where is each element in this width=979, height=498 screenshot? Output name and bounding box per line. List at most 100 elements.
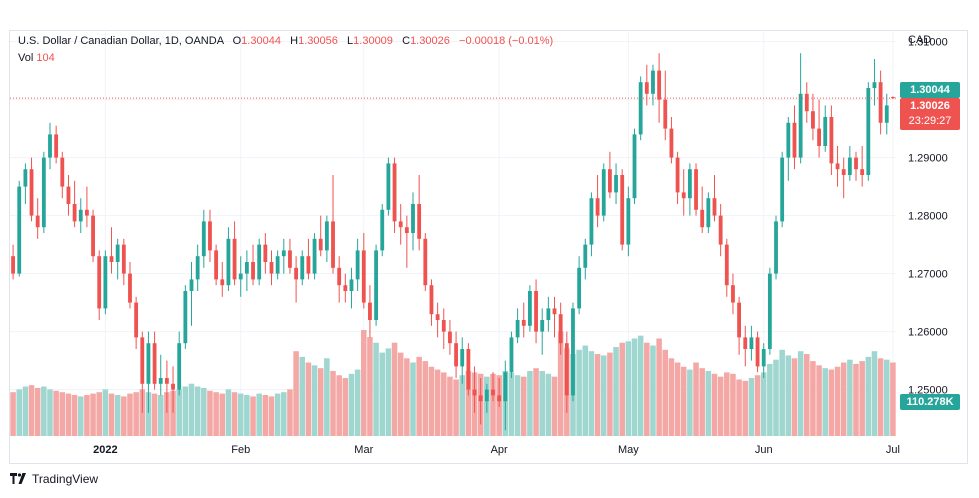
- candle-body: [251, 262, 255, 280]
- volume-bar: [656, 338, 662, 436]
- candle-body: [158, 378, 163, 384]
- volume-bar: [41, 386, 47, 436]
- candle-body: [263, 244, 268, 262]
- candle-body: [509, 337, 514, 373]
- candle-body: [109, 256, 114, 262]
- volume-bar: [748, 378, 755, 436]
- low-label: L: [347, 35, 354, 47]
- candle-body: [226, 238, 231, 286]
- volume-bar: [453, 379, 459, 436]
- volume-bar: [767, 363, 773, 436]
- candle-body: [294, 267, 299, 280]
- currency-label: CAD: [908, 34, 932, 46]
- last-price-value: 1.30026: [910, 100, 950, 112]
- volume-bar: [367, 337, 373, 436]
- legend-ohlc: U.S. Dollar / Canadian Dollar, 1D, OANDA…: [18, 35, 553, 47]
- time-tick-label: Apr: [491, 444, 508, 456]
- candle-body: [35, 215, 40, 228]
- volume-bar: [514, 375, 521, 436]
- time-tick-label: Jul: [886, 444, 900, 456]
- volume-bar: [662, 349, 669, 436]
- volume-bar: [170, 390, 176, 436]
- candle-body: [737, 302, 742, 338]
- candle-body: [540, 320, 545, 332]
- candle-body: [835, 163, 840, 170]
- volume-bar: [262, 395, 269, 436]
- candle-body: [238, 273, 243, 280]
- candle-body: [811, 111, 815, 129]
- volume-bar: [311, 365, 318, 436]
- candle-body: [546, 308, 551, 320]
- volume-bar: [231, 392, 238, 436]
- volume-bar: [299, 356, 306, 436]
- candle-body: [48, 134, 52, 158]
- chart-frame: [9, 30, 968, 464]
- volume-bar: [121, 396, 127, 436]
- candle-body: [786, 122, 791, 158]
- candle-body: [423, 238, 428, 286]
- candle-body: [626, 198, 631, 245]
- volume-bar: [422, 361, 429, 436]
- volume-bar: [373, 342, 379, 436]
- candle-body: [521, 320, 526, 326]
- candle-body: [847, 157, 852, 175]
- volume-bar: [127, 393, 133, 436]
- volume-bar: [644, 342, 650, 436]
- volume-bar: [674, 362, 681, 436]
- candle-body: [220, 279, 225, 286]
- candle-body: [134, 302, 139, 338]
- volume-bar: [607, 352, 613, 436]
- tradingview-logo[interactable]: TradingView: [10, 472, 98, 486]
- time-axis[interactable]: 2022 Feb Mar Apr May Jun Jul: [93, 444, 900, 456]
- volume-bar: [520, 376, 527, 436]
- candle-body: [140, 337, 145, 384]
- volume-bar: [527, 370, 533, 436]
- last-price-tag: 1.30026 23:29:27: [900, 98, 960, 130]
- volume-bar: [237, 393, 244, 436]
- candle-body: [411, 204, 415, 233]
- countdown-timer: 23:29:27: [908, 115, 952, 127]
- volume-bar: [96, 392, 102, 436]
- volume-bar: [539, 370, 545, 436]
- candle-body: [177, 343, 182, 390]
- volume-bar: [699, 368, 705, 436]
- candle-body: [860, 169, 865, 175]
- volume-bar: [207, 390, 213, 436]
- candles: [11, 53, 895, 431]
- volume-bar: [342, 378, 349, 436]
- volume-bar: [576, 349, 582, 436]
- volume-bar: [594, 354, 601, 436]
- candle-body: [497, 395, 502, 402]
- volume-bar: [16, 389, 22, 436]
- volume-bar: [416, 356, 422, 436]
- candle-body: [54, 134, 59, 158]
- open-label: O: [232, 35, 242, 47]
- volume-bar: [680, 366, 687, 436]
- volume-bar: [742, 380, 749, 436]
- volume-bar: [613, 346, 619, 436]
- candle-body: [361, 250, 366, 303]
- volume-bar: [785, 355, 792, 436]
- time-tick-label: 2022: [93, 444, 117, 456]
- volume-bar: [90, 393, 96, 436]
- volume-bar: [225, 389, 232, 436]
- candle-body: [749, 337, 754, 349]
- price-tick-label: 1.28000: [908, 211, 948, 223]
- volume-bar: [250, 396, 256, 436]
- change-value: −0.00018 (−0.01%): [459, 35, 554, 47]
- volume-bar: [625, 341, 632, 436]
- volume-bar: [379, 352, 386, 436]
- candle-body: [528, 291, 532, 326]
- volume-bar: [736, 379, 742, 436]
- volume-bar: [588, 351, 595, 436]
- candle-body: [281, 250, 286, 257]
- volume-bar: [668, 358, 675, 436]
- candle-body: [429, 285, 434, 315]
- candle-body: [681, 192, 686, 199]
- volume-bar: [182, 386, 189, 436]
- candle-body: [589, 198, 594, 245]
- volume-bar: [145, 392, 152, 436]
- candle-body: [368, 302, 372, 320]
- volume-bar: [404, 358, 410, 436]
